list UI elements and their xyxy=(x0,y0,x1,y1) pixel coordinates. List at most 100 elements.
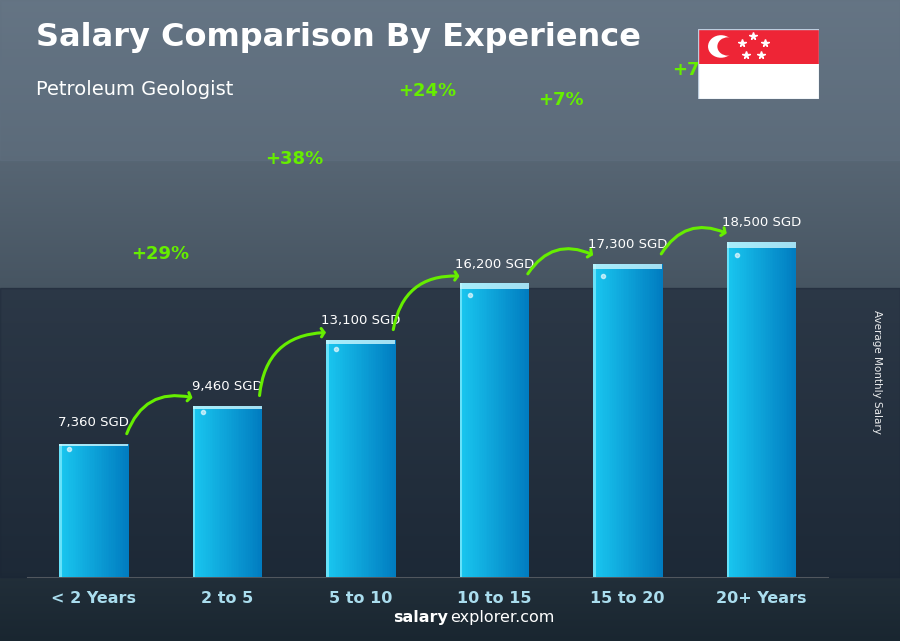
Bar xyxy=(234,406,237,577)
Text: Petroleum Geologist: Petroleum Geologist xyxy=(36,80,233,99)
Bar xyxy=(326,340,328,577)
Bar xyxy=(344,340,346,577)
Bar xyxy=(213,406,215,577)
Bar xyxy=(101,444,103,577)
Bar xyxy=(778,242,780,577)
Bar xyxy=(92,444,94,577)
Bar xyxy=(655,263,658,577)
Bar xyxy=(752,242,755,577)
Bar xyxy=(735,242,737,577)
Bar xyxy=(329,340,331,577)
Bar xyxy=(251,406,254,577)
Bar xyxy=(108,444,110,577)
Bar xyxy=(769,242,770,577)
Bar xyxy=(612,263,615,577)
Bar xyxy=(99,444,101,577)
Bar xyxy=(357,340,359,577)
Bar xyxy=(629,263,632,577)
Bar xyxy=(82,444,84,577)
Bar xyxy=(392,340,394,577)
Bar xyxy=(503,283,505,577)
Bar xyxy=(773,242,776,577)
Bar xyxy=(346,340,349,577)
Bar xyxy=(462,283,464,577)
Bar xyxy=(777,242,779,577)
Bar xyxy=(500,283,501,577)
Bar xyxy=(226,406,228,577)
Bar xyxy=(604,263,606,577)
Bar xyxy=(734,242,735,577)
Bar xyxy=(597,263,598,577)
Bar xyxy=(382,340,383,577)
Bar xyxy=(359,340,361,577)
Bar xyxy=(245,406,247,577)
Bar xyxy=(338,340,340,577)
Bar xyxy=(749,242,752,577)
Bar xyxy=(61,444,63,577)
Bar xyxy=(258,406,261,577)
Bar xyxy=(794,242,796,577)
Bar xyxy=(361,340,363,577)
Circle shape xyxy=(717,37,738,56)
Bar xyxy=(220,406,222,577)
Bar xyxy=(342,340,344,577)
Bar xyxy=(66,444,68,577)
Bar xyxy=(653,263,656,577)
Bar xyxy=(608,263,611,577)
Bar xyxy=(463,283,465,577)
Bar xyxy=(118,444,121,577)
Bar xyxy=(333,340,335,577)
Bar xyxy=(605,263,608,577)
Bar xyxy=(659,263,662,577)
Bar xyxy=(260,406,263,577)
Text: 9,460 SGD: 9,460 SGD xyxy=(192,380,263,393)
Bar xyxy=(348,340,351,577)
Bar xyxy=(389,340,391,577)
Bar xyxy=(602,263,604,577)
Bar xyxy=(661,263,663,577)
Bar xyxy=(371,340,373,577)
Bar xyxy=(71,444,73,577)
Bar xyxy=(363,340,365,577)
Bar xyxy=(491,283,493,577)
Bar xyxy=(232,406,235,577)
Bar xyxy=(127,444,129,577)
Bar xyxy=(614,263,616,577)
Bar xyxy=(527,283,529,577)
Bar xyxy=(59,444,62,577)
Bar xyxy=(610,263,613,577)
Bar xyxy=(793,242,795,577)
Bar xyxy=(94,444,96,577)
Bar xyxy=(644,263,645,577)
Bar xyxy=(460,283,529,288)
Bar xyxy=(598,263,600,577)
Bar xyxy=(751,242,753,577)
Bar xyxy=(80,444,82,577)
Bar xyxy=(86,444,89,577)
Bar xyxy=(364,340,366,577)
Bar xyxy=(638,263,640,577)
Bar xyxy=(248,406,250,577)
Bar xyxy=(354,340,356,577)
Bar xyxy=(744,242,746,577)
Bar xyxy=(368,340,370,577)
Bar xyxy=(747,242,750,577)
Bar xyxy=(88,444,91,577)
Bar xyxy=(472,283,473,577)
Bar xyxy=(507,283,508,577)
Bar xyxy=(625,263,626,577)
Bar xyxy=(698,29,819,64)
Bar xyxy=(739,242,741,577)
Text: Salary Comparison By Experience: Salary Comparison By Experience xyxy=(36,22,641,53)
Bar xyxy=(62,444,65,577)
Bar xyxy=(728,242,731,577)
Bar xyxy=(628,263,630,577)
Bar xyxy=(742,242,744,577)
Bar xyxy=(111,444,113,577)
Bar xyxy=(593,263,595,577)
Bar xyxy=(647,263,649,577)
Bar xyxy=(741,242,742,577)
Bar xyxy=(340,340,342,577)
Bar xyxy=(256,406,259,577)
Bar xyxy=(326,340,395,344)
